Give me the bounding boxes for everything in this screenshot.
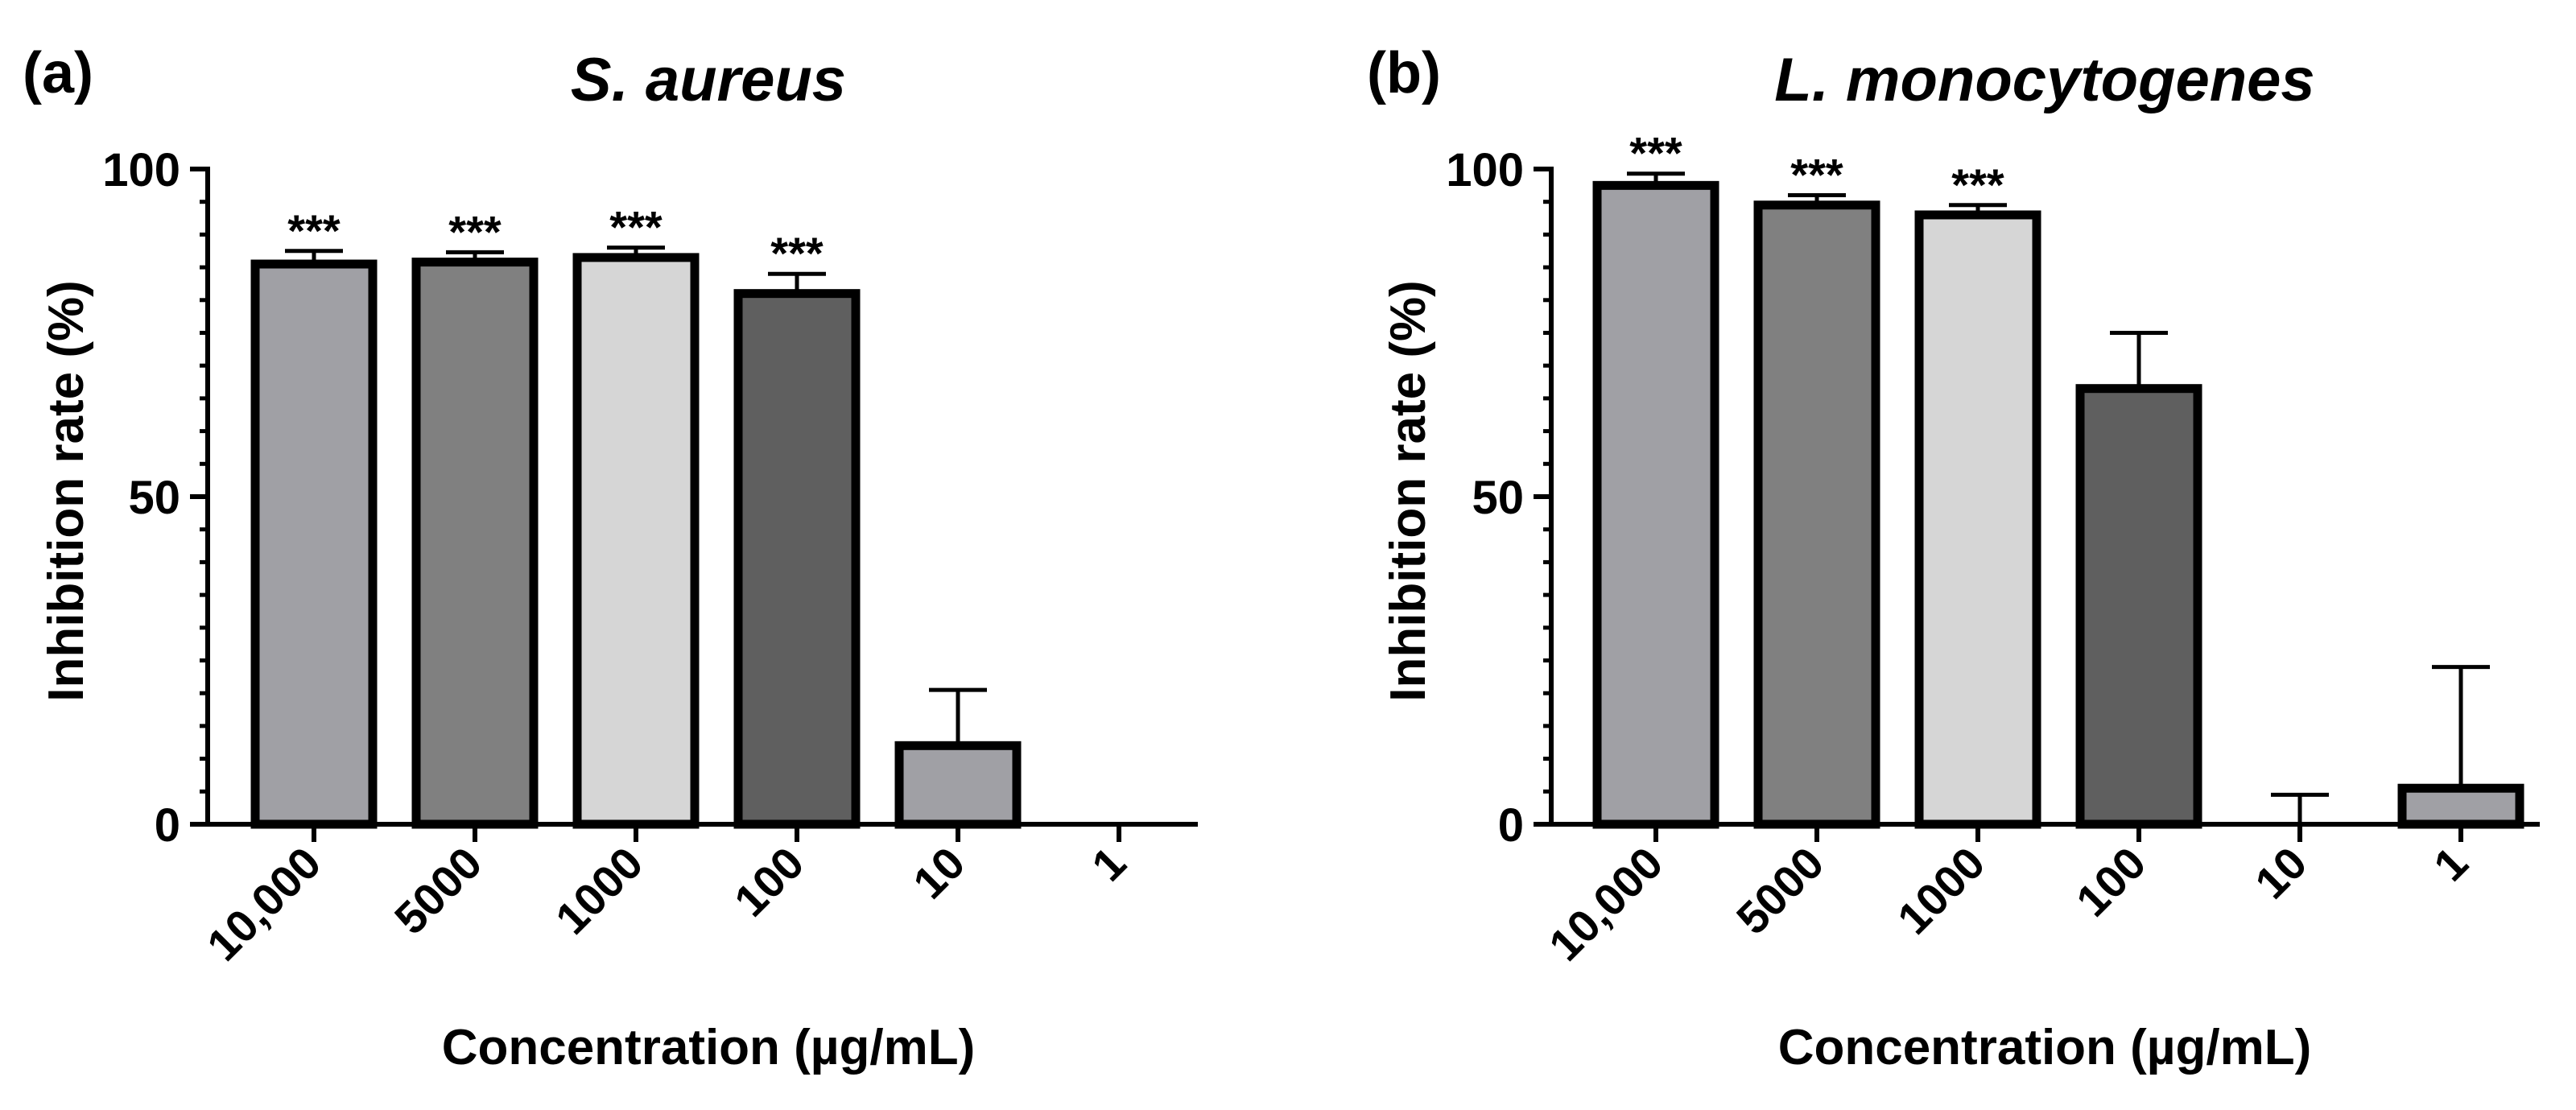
plot-area: 0 50 100 *** 10,000 *** 5000 *** 1000 100 10 1	[1446, 128, 2540, 971]
x-tick-label: 10,000	[197, 837, 331, 971]
bar	[572, 253, 700, 829]
bar	[894, 741, 1022, 829]
x-tick-label: 1000	[546, 837, 653, 944]
bar	[733, 289, 861, 829]
significance-mark: ***	[1629, 128, 1682, 179]
panel-label: (a)	[23, 41, 93, 105]
y-tick-label: 0	[155, 799, 180, 852]
y-tick-label: 100	[1446, 144, 1524, 196]
bar	[2397, 783, 2524, 829]
chart-title: S. aureus	[571, 46, 846, 114]
y-tick-label: 50	[128, 472, 180, 524]
x-tick-label: 5000	[385, 837, 492, 944]
bar	[2075, 384, 2202, 829]
x-tick-label: 1	[1082, 837, 1136, 891]
x-tick-label: 10	[903, 837, 975, 909]
panel-a: (a) S. aureus Inhibition rate (%) Concen…	[23, 41, 1198, 1075]
y-tick-label: 100	[102, 144, 180, 196]
y-tick-label: 50	[1472, 472, 1524, 524]
y-tick-label: 0	[1498, 799, 1524, 852]
significance-mark: ***	[287, 205, 341, 256]
y-axis-label: Inhibition rate (%)	[1381, 280, 1436, 702]
x-tick-label: 1000	[1888, 837, 1995, 944]
chart-title: L. monocytogenes	[1774, 46, 2314, 114]
significance-mark: ***	[770, 228, 824, 279]
bar	[250, 259, 378, 829]
panel-b: (b) L. monocytogenes Inhibition rate (%)…	[1367, 41, 2540, 1075]
significance-mark: ***	[448, 206, 502, 257]
x-tick-label: 100	[724, 837, 814, 926]
significance-mark: ***	[609, 202, 663, 253]
bar	[411, 258, 539, 829]
x-axis-label: Concentration (µg/mL)	[442, 1020, 976, 1075]
x-tick-label: 100	[2066, 837, 2156, 926]
x-axis-label: Concentration (µg/mL)	[1778, 1020, 2312, 1075]
x-tick-label: 10	[2245, 837, 2317, 909]
bar	[1753, 200, 1880, 829]
significance-mark: ***	[1951, 159, 2004, 210]
x-tick-label: 1	[2424, 837, 2478, 891]
x-tick-label: 5000	[1727, 837, 1834, 944]
significance-mark: ***	[1790, 150, 1843, 200]
x-tick-label: 10,000	[1539, 837, 1673, 971]
panel-label: (b)	[1367, 41, 1441, 105]
plot-area: 0 50 100 *** 10,000 *** 5000 *** 1000 *** 100 10 1	[102, 144, 1198, 971]
bar	[1592, 180, 1719, 829]
y-axis-label: Inhibition rate (%)	[39, 280, 94, 702]
bar	[1914, 210, 2041, 829]
